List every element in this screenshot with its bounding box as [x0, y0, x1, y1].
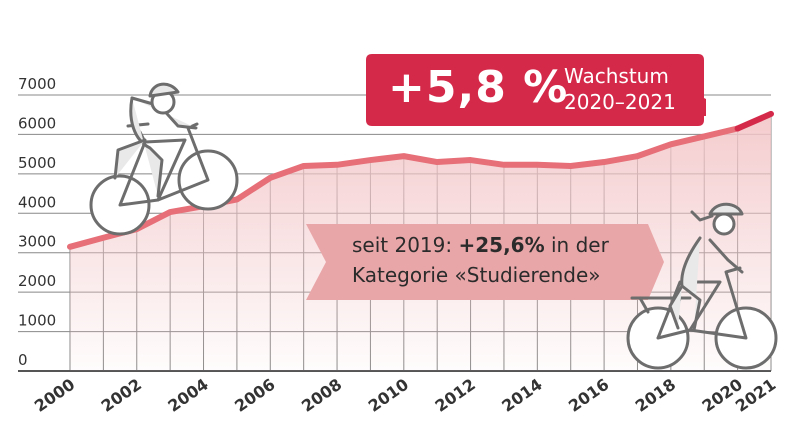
y-tick-label: 6000: [18, 114, 56, 132]
note-line-1: seit 2019: +25,6% in der: [352, 230, 609, 260]
x-tick-label: 2018: [632, 375, 679, 416]
growth-callout: +5,8 % Wachstum 2020–2021: [364, 52, 706, 128]
note-line-2: Kategorie «Studierende»: [352, 263, 601, 287]
growth-caption: Wachstum: [564, 64, 669, 88]
x-tick-label: 2002: [98, 375, 145, 416]
y-tick-label: 3000: [18, 233, 56, 251]
y-tick-label: 1000: [18, 312, 56, 330]
growth-value: +5,8 %: [388, 62, 569, 113]
y-axis-ticks: 0 1000 2000 3000 4000 5000 6000 7000: [18, 75, 56, 369]
cyclist-female-icon: [626, 202, 778, 370]
note-text: seit 2019: +25,6% in der Kategorie «Stud…: [352, 230, 609, 290]
y-tick-label: 5000: [18, 154, 56, 172]
x-tick-label: 2010: [365, 375, 412, 416]
x-tick-label: 2016: [565, 375, 612, 416]
x-tick-label: 2006: [231, 375, 278, 416]
y-tick-label: 7000: [18, 75, 56, 93]
note-banner: [306, 224, 664, 300]
x-tick-label: 2014: [498, 375, 545, 416]
cyclist-male-icon: [89, 82, 239, 236]
growth-period: 2020–2021: [564, 90, 676, 114]
x-tick-label: 2012: [431, 375, 478, 416]
note-value: +25,6%: [458, 233, 545, 257]
x-tick-label: 2004: [164, 375, 211, 416]
y-tick-label: 2000: [18, 272, 56, 290]
y-tick-label: 4000: [18, 193, 56, 211]
note-suffix: in der: [544, 233, 609, 257]
y-tick-label: 0: [18, 351, 28, 369]
x-axis-ticks: 2000 2002 2004 2006 2008 2010 2012 2014 2016 2018…: [31, 375, 779, 416]
callout-shape: [366, 54, 706, 126]
series-line: [67, 125, 741, 250]
x-tick-label: 2008: [298, 375, 345, 416]
note-prefix: seit 2019:: [352, 233, 459, 257]
x-tick-label: 2000: [31, 375, 78, 416]
series-line-highlight: [734, 110, 774, 132]
